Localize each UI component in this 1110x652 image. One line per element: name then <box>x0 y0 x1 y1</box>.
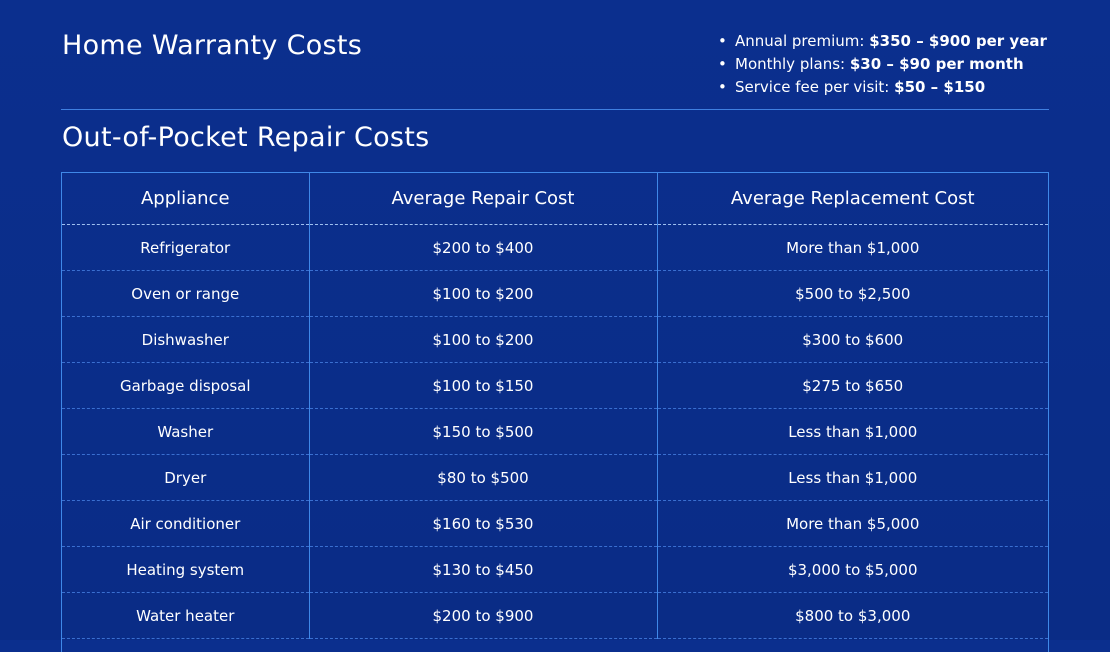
cell-appliance: Air conditioner <box>62 500 309 547</box>
table-row: Washer $150 to $500 Less than $1,000 <box>62 408 1048 455</box>
table-row: Water heater $200 to $900 $800 to $3,000 <box>62 592 1048 639</box>
warranty-cost-list: Annual premium: $350 – $900 per year Mon… <box>718 30 1047 99</box>
repair-cost-table: Appliance Average Repair Cost Average Re… <box>61 172 1049 652</box>
section-title: Out-of-Pocket Repair Costs <box>62 122 430 153</box>
cell-replacement-cost: $800 to $3,000 <box>656 592 1048 639</box>
list-item: Monthly plans: $30 – $90 per month <box>718 53 1047 76</box>
bullet-label: Monthly plans: <box>735 55 850 73</box>
cell-replacement-cost: $3,000 to $5,000 <box>656 546 1048 593</box>
list-item: Annual premium: $350 – $900 per year <box>718 30 1047 53</box>
table-row: Dishwasher $100 to $200 $300 to $600 <box>62 316 1048 363</box>
column-header-repair-cost: Average Repair Cost <box>308 173 657 225</box>
table-row: Oven or range $100 to $200 $500 to $2,50… <box>62 270 1048 317</box>
cell-appliance: Water heater <box>62 592 309 639</box>
cell-appliance: Dryer <box>62 454 309 501</box>
bullet-value: $30 – $90 per month <box>849 55 1024 73</box>
section-divider <box>61 109 1049 110</box>
cell-repair-cost: $150 to $500 <box>308 408 657 455</box>
cell-replacement-cost: Less than $1,000 <box>656 408 1048 455</box>
bullet-label: Annual premium: <box>735 32 870 50</box>
cell-repair-cost: $100 to $200 <box>308 270 657 317</box>
cell-replacement-cost: Less than $1,000 <box>656 454 1048 501</box>
column-header-replacement-cost: Average Replacement Cost <box>656 173 1048 225</box>
cell-replacement-cost: $300 to $600 <box>656 316 1048 363</box>
cell-repair-cost: $100 to $200 <box>308 316 657 363</box>
column-header-appliance: Appliance <box>62 173 309 225</box>
table-row: Garbage disposal $100 to $150 $275 to $6… <box>62 362 1048 409</box>
cell-replacement-cost: More than $5,000 <box>656 500 1048 547</box>
cell-appliance: Refrigerator <box>62 224 309 271</box>
cell-repair-cost: $100 to $150 <box>308 362 657 409</box>
bullet-label: Service fee per visit: <box>735 78 895 96</box>
cell-appliance: Washer <box>62 408 309 455</box>
table-row: Refrigerator $200 to $400 More than $1,0… <box>62 224 1048 271</box>
cell-replacement-cost: $275 to $650 <box>656 362 1048 409</box>
table-row: Heating system $130 to $450 $3,000 to $5… <box>62 546 1048 593</box>
cell-replacement-cost: More than $1,000 <box>656 224 1048 271</box>
list-item: Service fee per visit: $50 – $150 <box>718 76 1047 99</box>
cell-repair-cost: $200 to $900 <box>308 592 657 639</box>
cell-repair-cost: $200 to $400 <box>308 224 657 271</box>
cell-appliance: Heating system <box>62 546 309 593</box>
cell-replacement-cost: $500 to $2,500 <box>656 270 1048 317</box>
cell-repair-cost: $160 to $530 <box>308 500 657 547</box>
cell-appliance: Garbage disposal <box>62 362 309 409</box>
cell-repair-cost: $80 to $500 <box>308 454 657 501</box>
page-title: Home Warranty Costs <box>62 30 363 61</box>
table-header-row: Appliance Average Repair Cost Average Re… <box>62 173 1048 225</box>
cell-appliance: Oven or range <box>62 270 309 317</box>
bullet-value: $350 – $900 per year <box>869 32 1047 50</box>
cell-appliance: Dishwasher <box>62 316 309 363</box>
cell-repair-cost: $130 to $450 <box>308 546 657 593</box>
table-row: Air conditioner $160 to $530 More than $… <box>62 500 1048 547</box>
table-row: Dryer $80 to $500 Less than $1,000 <box>62 454 1048 501</box>
bullet-value: $50 – $150 <box>894 78 986 96</box>
